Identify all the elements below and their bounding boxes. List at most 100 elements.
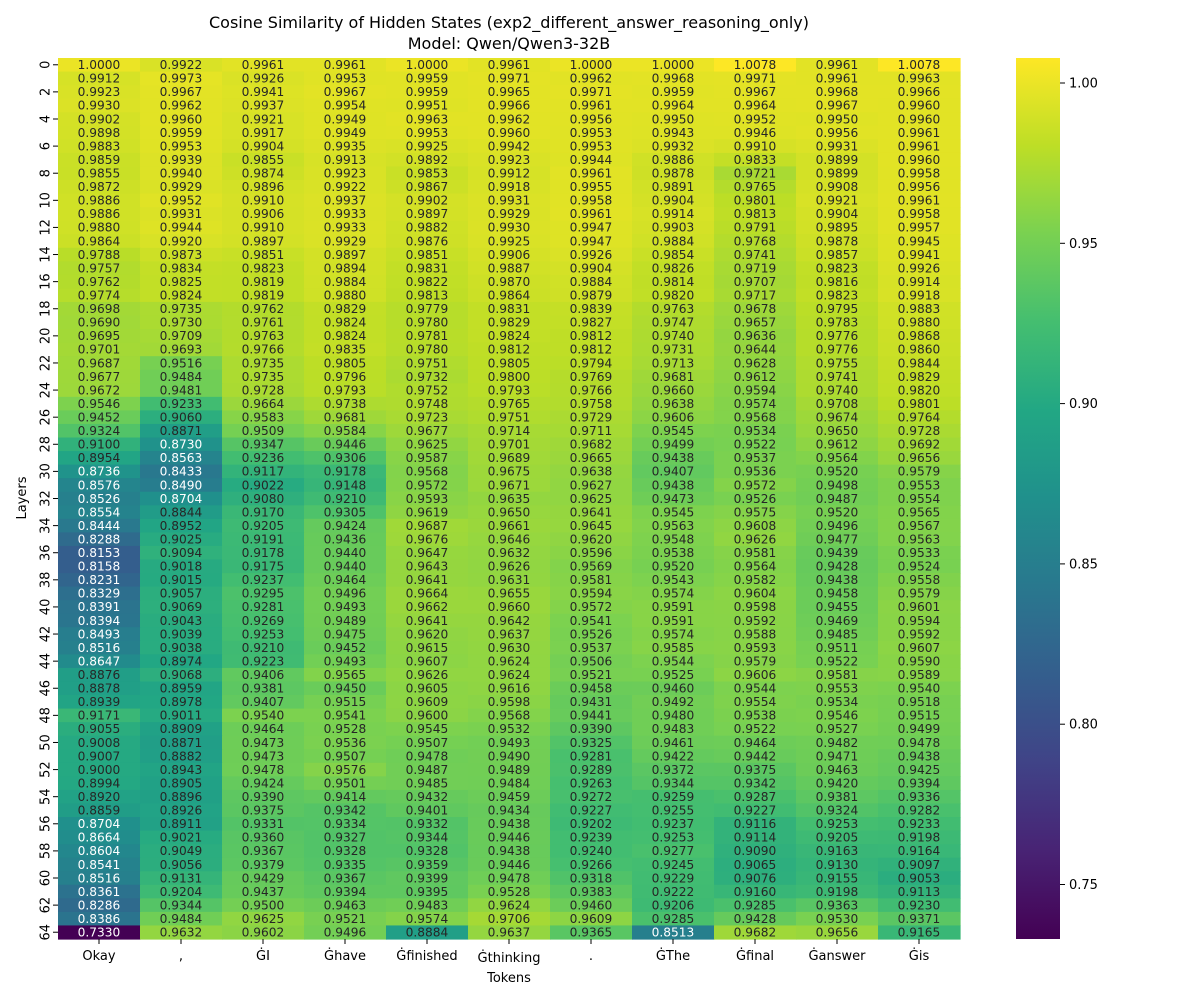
heatmap-cell [386, 315, 469, 330]
cell-value-label: 0.9735 [242, 356, 285, 370]
heatmap-cell [878, 830, 961, 845]
heatmap-cell [796, 925, 879, 940]
cell-value-label: 0.9873 [160, 248, 203, 262]
cell-value-label: 0.9952 [160, 194, 203, 208]
heatmap-cell [714, 518, 797, 533]
heatmap-cell [796, 193, 879, 208]
cell-value-label: 0.9506 [570, 654, 613, 668]
heatmap-cell [632, 383, 715, 398]
cell-value-label: 0.9080 [242, 492, 285, 506]
heatmap-cell [222, 803, 305, 818]
cell-value-label: 0.9824 [324, 329, 367, 343]
heatmap-cell [468, 166, 551, 181]
cell-value-label: 0.9883 [898, 302, 941, 316]
heatmap-cell [550, 911, 633, 927]
cell-value-label: 0.9650 [488, 505, 531, 519]
cell-value-label: 0.9636 [734, 329, 777, 343]
cell-value-label: 0.9306 [324, 451, 367, 465]
heatmap-cell [140, 871, 223, 886]
cell-value-label: 0.9728 [898, 424, 941, 438]
cell-value-label: 0.9259 [652, 790, 695, 804]
heatmap-cell [796, 301, 879, 317]
heatmap-cell [468, 369, 551, 384]
heatmap-cell [304, 708, 387, 723]
heatmap-cell [550, 423, 633, 439]
cell-value-label: 0.9407 [652, 465, 695, 479]
cell-value-label: 0.9624 [488, 668, 531, 682]
heatmap-cell [796, 803, 879, 818]
cell-value-label: 0.8361 [78, 885, 121, 899]
heatmap-cell [714, 857, 797, 872]
cell-value-label: 0.9522 [816, 654, 859, 668]
heatmap-cell [386, 600, 469, 615]
cell-value-label: 0.9546 [816, 709, 859, 723]
heatmap-cell [468, 722, 551, 737]
cell-value-label: 0.9780 [406, 316, 449, 330]
cell-value-label: 0.9205 [816, 831, 859, 845]
heatmap-cell [796, 627, 879, 642]
heatmap-cell [386, 166, 469, 181]
heatmap-cell [632, 518, 715, 533]
heatmap-cell [222, 139, 305, 154]
heatmap-cell [468, 125, 551, 140]
cell-value-label: 0.9269 [242, 614, 285, 628]
y-tick-label: 38 [39, 572, 54, 589]
heatmap-cell [632, 613, 715, 628]
heatmap-cell [714, 695, 797, 710]
heatmap-cell [222, 288, 305, 303]
x-tick-label: ĠI [256, 947, 270, 964]
cell-value-label: 0.9961 [898, 139, 941, 153]
cell-value-label: 0.9656 [898, 451, 941, 465]
y-axis-label: Layers [15, 476, 30, 519]
cell-value-label: 0.9740 [816, 383, 859, 397]
cell-value-label: 0.9698 [78, 302, 121, 316]
heatmap-cell [140, 166, 223, 181]
heatmap-cell [796, 85, 879, 100]
cell-value-label: 0.9076 [734, 871, 777, 885]
heatmap-cell [796, 681, 879, 696]
heatmap-cell [304, 125, 387, 140]
cell-value-label: 0.9891 [652, 180, 695, 194]
heatmap-cell [58, 396, 141, 411]
heatmap-cell [58, 654, 141, 669]
heatmap-cell [632, 586, 715, 601]
cell-value-label: 0.9493 [324, 600, 367, 614]
cell-value-label: 0.9638 [652, 397, 695, 411]
cell-value-label: 0.9971 [570, 85, 613, 99]
heatmap-cell [468, 288, 551, 303]
heatmap-cell [386, 71, 469, 86]
heatmap-cell [714, 559, 797, 574]
heatmap-cell [550, 559, 633, 574]
cell-value-label: 0.9572 [570, 600, 613, 614]
heatmap-cell [304, 152, 387, 168]
heatmap-cell [632, 776, 715, 791]
cell-value-label: 0.9022 [242, 478, 285, 492]
heatmap-cell [58, 545, 141, 561]
heatmap-cell [58, 505, 141, 520]
heatmap-cell [386, 722, 469, 737]
cell-value-label: 0.8541 [78, 858, 121, 872]
heatmap-cell [58, 261, 141, 276]
y-axis-ticks: 0246810121416182022242628303234363840424… [39, 61, 58, 940]
heatmap-cell [714, 85, 797, 100]
heatmap-cell [714, 288, 797, 303]
heatmap-cell [386, 518, 469, 533]
heatmap-cell [468, 220, 551, 235]
cell-value-label: 0.9478 [242, 763, 285, 777]
cell-value-label: 0.9493 [488, 736, 531, 750]
cell-value-label: 0.9884 [570, 275, 613, 289]
heatmap-cell [140, 545, 223, 561]
heatmap-cell [468, 627, 551, 642]
heatmap-cell [878, 640, 961, 655]
cell-value-label: 0.9628 [734, 356, 777, 370]
cell-value-label: 0.9793 [324, 383, 367, 397]
cell-value-label: 0.9489 [488, 763, 531, 777]
cell-value-label: 0.9966 [898, 85, 941, 99]
heatmap-cell [304, 423, 387, 439]
cell-value-label: 0.9961 [898, 126, 941, 140]
cell-value-label: 0.9483 [406, 898, 449, 912]
cell-value-label: 0.9851 [242, 248, 285, 262]
cell-value-label: 0.9952 [734, 112, 777, 126]
cell-value-label: 0.9779 [406, 302, 449, 316]
heatmap-cell [878, 247, 961, 262]
